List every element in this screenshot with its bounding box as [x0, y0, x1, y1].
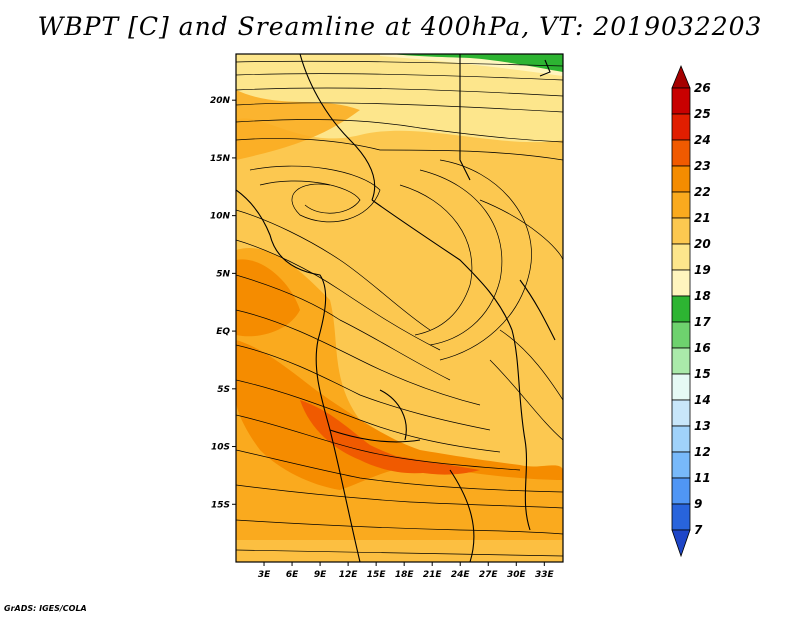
lon-tick-label: 18E: [395, 570, 415, 580]
colorbar-swatch: [671, 139, 691, 167]
colorbar-swatch: [671, 165, 691, 193]
colorbar-label: 23: [694, 159, 711, 173]
lon-tick-label: 3E: [258, 570, 271, 580]
lat-tick-label: 10S: [211, 443, 230, 453]
lat-tick-label: 15S: [211, 500, 230, 510]
lon-tick-label: 12E: [339, 570, 359, 580]
map-frame: [235, 53, 564, 563]
colorbar-swatch: [671, 113, 691, 141]
streamlines: [236, 60, 563, 557]
colorbar-swatch: [671, 347, 691, 375]
colorbar-label: 25: [694, 107, 711, 121]
colorbar-label: 13: [694, 419, 711, 433]
lon-tick-label: 6E: [286, 570, 299, 580]
colorbar-min-arrow: [671, 529, 691, 558]
colorbar-swatch: [671, 425, 691, 453]
colorbar-swatch: [671, 269, 691, 297]
colorbar-swatch: [671, 399, 691, 427]
lon-tick-label: 21E: [423, 570, 443, 580]
colorbar-label: 11: [694, 471, 711, 485]
colorbar-label: 14: [694, 393, 711, 407]
colorbar-label: 22: [694, 185, 711, 199]
colorbar-label: 17: [694, 315, 711, 329]
map-axes: 3E 6E 9E 12E 15E 18E 21E 24E 27E 30E 33E 20N 15N 10N 5…: [210, 96, 555, 580]
colorbar-label: 9: [694, 497, 702, 511]
lat-tick-label: 20N: [210, 96, 231, 106]
lat-tick-label: 15N: [210, 154, 231, 164]
colorbar-max-arrow: [671, 64, 691, 89]
colorbar-label: 12: [694, 445, 711, 459]
wbpt-shading: [236, 54, 563, 562]
grads-credit: GrADS: IGES/COLA: [4, 604, 87, 613]
colorbar: 26 25 24 23 22 21 20 19 18 17 16 15 14 13 12 11 9 7: [671, 64, 711, 558]
colorbar-label: 19: [694, 263, 711, 277]
colorbar-label: 26: [694, 81, 711, 95]
colorbar-swatch: [671, 295, 691, 323]
colorbar-swatch: [671, 217, 691, 245]
colorbar-swatch: [671, 191, 691, 219]
colorbar-swatch: [671, 477, 691, 505]
colorbar-swatch: [671, 243, 691, 271]
lon-tick-label: 9E: [314, 570, 327, 580]
colorbar-label: 24: [694, 133, 711, 147]
colorbar-swatch: [671, 503, 691, 531]
map-title: WBPT [C] and Sreamline at 400hPa, VT: 20…: [37, 12, 763, 41]
lon-tick-label: 33E: [535, 570, 555, 580]
lon-tick-label: 15E: [367, 570, 387, 580]
colorbar-swatch: [671, 451, 691, 479]
lat-tick-label: 5S: [217, 385, 230, 395]
lon-tick-label: 24E: [451, 570, 471, 580]
colorbar-swatch: [671, 87, 691, 115]
colorbar-label: 15: [694, 367, 711, 381]
colorbar-swatch: [671, 373, 691, 401]
colorbar-label: 7: [694, 523, 703, 537]
colorbar-label: 18: [694, 289, 711, 303]
colorbar-label: 20: [694, 237, 711, 251]
lon-tick-label: 27E: [479, 570, 499, 580]
lon-tick-label: 30E: [507, 570, 527, 580]
country-borders: [236, 54, 556, 562]
lat-tick-label: EQ: [216, 327, 230, 337]
colorbar-label: 16: [694, 341, 711, 355]
colorbar-swatch: [671, 321, 691, 349]
colorbar-label: 21: [694, 211, 711, 225]
lat-tick-label: 5N: [216, 269, 230, 279]
lat-tick-label: 10N: [210, 212, 231, 222]
